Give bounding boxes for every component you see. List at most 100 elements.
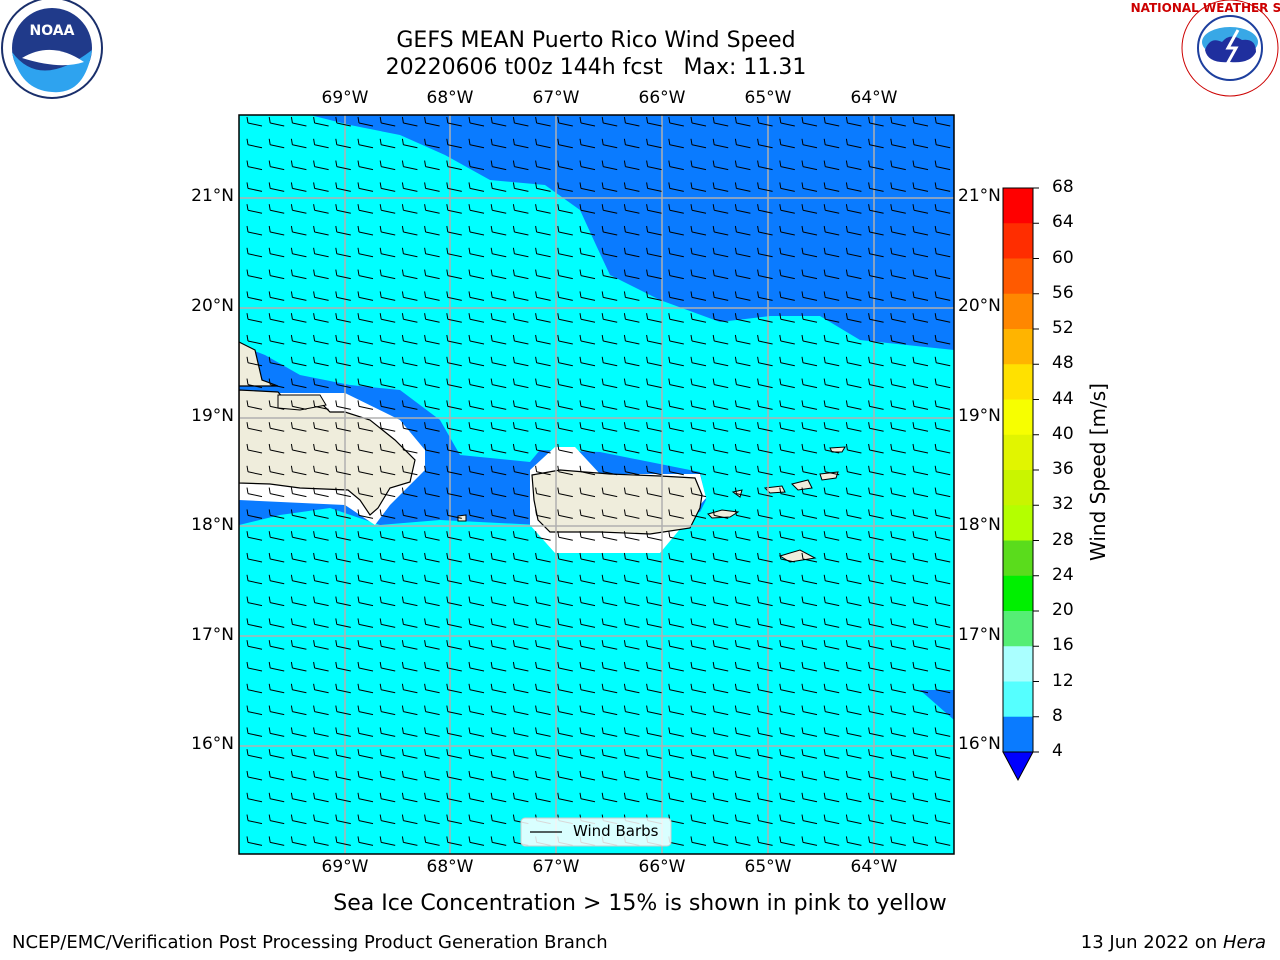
wind-barb bbox=[890, 356, 906, 367]
wind-barb bbox=[313, 225, 329, 236]
wind-barb bbox=[823, 727, 840, 737]
wind-barb bbox=[623, 727, 640, 737]
wind-barb bbox=[690, 160, 707, 171]
wind-barb bbox=[845, 705, 862, 716]
wind-barb bbox=[757, 422, 773, 432]
wind-barb bbox=[290, 138, 307, 149]
wind-barb bbox=[646, 443, 662, 454]
wind-barb bbox=[268, 661, 285, 672]
lon-label-top: 69°W bbox=[321, 88, 369, 108]
wind-barb bbox=[401, 574, 418, 585]
wind-barb bbox=[757, 596, 773, 607]
wind-barb bbox=[313, 814, 329, 825]
wind-barb bbox=[757, 378, 773, 389]
wind-barb bbox=[379, 661, 396, 672]
nws-logo: NATIONAL WEATHER SERVICE bbox=[1131, 0, 1280, 97]
wind-barb bbox=[779, 247, 795, 258]
wind-barb bbox=[335, 618, 351, 628]
wind-barb bbox=[801, 138, 818, 149]
lon-label-top: 65°W bbox=[744, 88, 792, 108]
wind-barb bbox=[535, 378, 551, 389]
wind-barb bbox=[557, 291, 573, 301]
wind-barb bbox=[535, 225, 551, 236]
wind-barb bbox=[490, 182, 507, 192]
wind-barb bbox=[290, 182, 307, 192]
wind-barb bbox=[446, 836, 462, 846]
wind-barb bbox=[690, 705, 707, 716]
wind-barb bbox=[868, 116, 884, 127]
wind-barb bbox=[246, 618, 263, 628]
wind-barb bbox=[401, 683, 418, 694]
wind-barb bbox=[690, 531, 707, 541]
wind-barb bbox=[912, 640, 929, 650]
wind-barb bbox=[468, 618, 485, 628]
wind-barb bbox=[313, 661, 329, 672]
wind-barb bbox=[557, 574, 573, 585]
wind-barb bbox=[512, 661, 529, 672]
wind-barb bbox=[823, 596, 840, 607]
wind-barb bbox=[579, 291, 596, 301]
wind-barb bbox=[579, 661, 596, 672]
wind-barb bbox=[712, 552, 729, 563]
wind-barb bbox=[934, 225, 951, 236]
wind-barb bbox=[424, 400, 440, 410]
wind-barb bbox=[268, 138, 285, 149]
wind-barb bbox=[290, 356, 307, 367]
wind-barb bbox=[379, 770, 396, 781]
wind-barb bbox=[313, 334, 329, 345]
wind-barb bbox=[890, 160, 906, 171]
wind-barb bbox=[823, 770, 840, 781]
svg-text:NATIONAL WEATHER SERVICE: NATIONAL WEATHER SERVICE bbox=[1131, 1, 1280, 15]
wind-barb bbox=[357, 531, 374, 541]
wind-barb bbox=[601, 749, 618, 759]
wind-barb bbox=[845, 116, 862, 127]
wind-barb bbox=[557, 465, 573, 476]
wind-barb bbox=[868, 269, 884, 280]
wind-barb bbox=[734, 160, 751, 171]
wind-barb bbox=[601, 313, 618, 323]
wind-barb bbox=[246, 661, 263, 672]
wind-barb bbox=[890, 182, 906, 192]
wind-barb bbox=[690, 836, 707, 846]
wind-barb bbox=[823, 182, 840, 192]
wind-barb bbox=[734, 792, 751, 803]
wind-barb bbox=[934, 400, 951, 410]
wind-barb bbox=[290, 705, 307, 716]
lat-label-left: 19°N bbox=[191, 406, 234, 426]
wind-barb bbox=[446, 116, 462, 127]
wind-barb bbox=[668, 792, 684, 803]
wind-barb bbox=[734, 531, 751, 541]
wind-barb bbox=[268, 313, 285, 323]
wind-barb bbox=[623, 792, 640, 803]
wind-barb bbox=[490, 574, 507, 585]
wind-barb bbox=[535, 247, 551, 258]
wind-barb bbox=[779, 313, 795, 323]
wind-barb bbox=[690, 683, 707, 694]
wind-barb bbox=[934, 138, 951, 149]
wind-barb bbox=[712, 443, 729, 454]
wind-barb bbox=[868, 792, 884, 803]
wind-barb bbox=[757, 204, 773, 214]
wind-barb bbox=[623, 291, 640, 301]
wind-barb bbox=[668, 705, 684, 716]
wind-barb bbox=[890, 443, 906, 454]
wind-barb bbox=[845, 727, 862, 737]
wind-barb bbox=[823, 356, 840, 367]
wind-barb bbox=[246, 552, 263, 563]
wind-barb bbox=[868, 422, 884, 432]
wind-barb bbox=[712, 749, 729, 759]
wind-barb bbox=[601, 792, 618, 803]
wind-barb bbox=[290, 378, 307, 389]
wind-barb bbox=[712, 269, 729, 280]
wind-barb bbox=[535, 487, 551, 498]
wind-barb bbox=[268, 443, 285, 454]
wind-barb bbox=[912, 443, 929, 454]
wind-barb bbox=[357, 705, 374, 716]
wind-barb bbox=[313, 487, 329, 498]
wind-barb bbox=[757, 487, 773, 498]
wind-barb bbox=[890, 661, 906, 672]
wind-barb bbox=[557, 204, 573, 214]
wind-barb bbox=[335, 204, 351, 214]
wind-barb bbox=[335, 422, 351, 432]
wind-barb bbox=[446, 313, 462, 323]
